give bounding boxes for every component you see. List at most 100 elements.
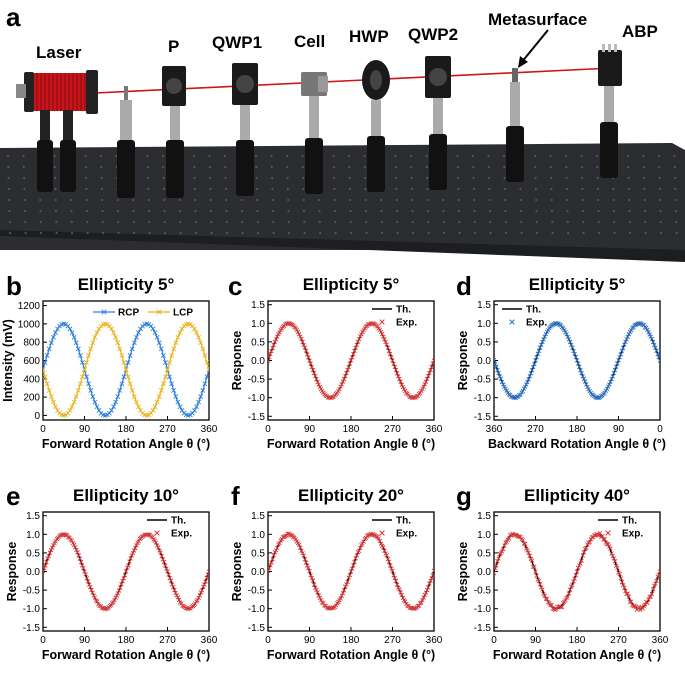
data-point-rcp xyxy=(96,408,102,413)
exp-data-point xyxy=(498,376,504,381)
exp-data-point xyxy=(384,553,389,558)
x-tick-label: 360 xyxy=(426,424,443,435)
exp-data-point xyxy=(171,584,176,590)
table-hole xyxy=(458,231,461,235)
exp-data-point xyxy=(525,379,530,385)
legend-label-exp: Exp. xyxy=(526,318,547,329)
exp-data-point xyxy=(617,354,622,360)
exp-data-point xyxy=(429,364,434,370)
table-hole xyxy=(178,198,181,202)
table-hole xyxy=(473,220,476,224)
exp-data-point xyxy=(622,585,627,590)
table-hole xyxy=(364,198,367,202)
exp-data-point xyxy=(43,569,46,574)
x-axis-label: Forward Rotation Angle θ (°) xyxy=(42,648,210,662)
exp-data-point xyxy=(618,352,624,357)
y-axis-label: Response xyxy=(456,542,470,602)
exp-data-point xyxy=(398,590,403,595)
exp-data-point xyxy=(385,345,391,351)
data-point-lcp xyxy=(189,323,195,329)
x-tick-label: 90 xyxy=(79,424,91,435)
exp-data-point xyxy=(270,556,275,562)
data-point-lcp xyxy=(92,334,98,340)
setup-panel: Laser P QWP1 Cell HWP QWP2 Metasurface A… xyxy=(0,2,685,262)
exp-data-point xyxy=(532,361,537,367)
exp-data-point xyxy=(173,590,178,596)
exp-data-point xyxy=(570,583,575,588)
exp-data-point xyxy=(354,553,359,558)
data-point-lcp xyxy=(84,360,89,365)
table-hole xyxy=(474,231,477,235)
table-hole xyxy=(473,209,476,213)
exp-data-point xyxy=(385,556,391,562)
exp-data-point xyxy=(544,596,550,602)
exp-data-point xyxy=(176,597,182,603)
table-hole xyxy=(674,187,677,191)
data-point-rcp xyxy=(175,399,181,405)
table-hole xyxy=(54,209,58,213)
chart-d: Ellipticity 5° 360 270 180 90 0 -1.5 -1.0 -0.5 0.… xyxy=(456,275,666,451)
exp-data-point xyxy=(270,345,275,351)
table-hole xyxy=(132,198,135,202)
exp-data-point xyxy=(273,337,279,342)
exp-data-point xyxy=(520,538,526,543)
table-hole xyxy=(456,165,459,169)
table-hole xyxy=(85,209,89,213)
exp-data-point xyxy=(315,379,320,385)
exp-data-point xyxy=(653,581,658,586)
exp-data-point xyxy=(393,367,399,373)
data-point-lcp xyxy=(50,399,56,405)
exp-data-point xyxy=(650,586,656,592)
table-hole xyxy=(409,154,413,158)
data-point-rcp xyxy=(90,394,96,399)
data-point-lcp xyxy=(196,334,202,340)
y-tick-label: 0.5 xyxy=(251,337,265,348)
data-point-lcp xyxy=(55,408,60,413)
exp-data-point xyxy=(377,538,383,544)
table-hole xyxy=(519,187,522,191)
exp-data-point xyxy=(201,584,206,589)
data-point-lcp xyxy=(179,326,185,332)
exp-data-point xyxy=(58,533,63,538)
legend-label: LCP xyxy=(173,308,193,319)
exp-data-point xyxy=(575,361,581,366)
exp-data-point xyxy=(603,388,609,394)
panel-letter-e: e xyxy=(6,481,20,511)
data-point-rcp xyxy=(80,360,85,365)
exp-data-point xyxy=(596,533,602,538)
table-hole xyxy=(565,165,568,169)
table-hole xyxy=(348,187,351,191)
table-hole xyxy=(99,154,103,158)
y-tick-label: -1.5 xyxy=(23,623,41,634)
exp-data-point xyxy=(150,535,155,540)
table-hole xyxy=(613,231,616,235)
exp-data-point xyxy=(608,379,613,385)
table-hole xyxy=(256,198,259,202)
table-hole xyxy=(595,154,599,158)
table-hole xyxy=(86,220,89,224)
exp-data-point xyxy=(427,581,432,586)
y-tick-label: 1.0 xyxy=(477,530,491,541)
exp-data-point xyxy=(280,534,286,540)
table-hole xyxy=(659,220,662,224)
data-point-rcp xyxy=(88,388,94,393)
data-point-rcp xyxy=(200,388,206,393)
x-tick-label: 180 xyxy=(569,635,586,646)
data-point-rcp xyxy=(94,404,100,410)
table-hole xyxy=(240,198,243,202)
exp-data-point xyxy=(527,553,532,558)
mount-qwp2 xyxy=(425,56,451,190)
data-point-lcp xyxy=(121,360,127,365)
table-hole xyxy=(644,231,647,235)
plot-area xyxy=(494,320,660,401)
table-hole xyxy=(581,176,584,180)
data-point-rcp xyxy=(84,374,89,380)
table-hole xyxy=(487,154,490,158)
exp-data-point xyxy=(296,542,302,548)
table-hole xyxy=(302,198,305,202)
exp-data-point xyxy=(304,563,310,568)
table-hole xyxy=(504,220,507,224)
exp-data-point xyxy=(316,382,321,387)
y-tick-label: -1.0 xyxy=(23,604,41,615)
table-hole xyxy=(85,198,88,202)
